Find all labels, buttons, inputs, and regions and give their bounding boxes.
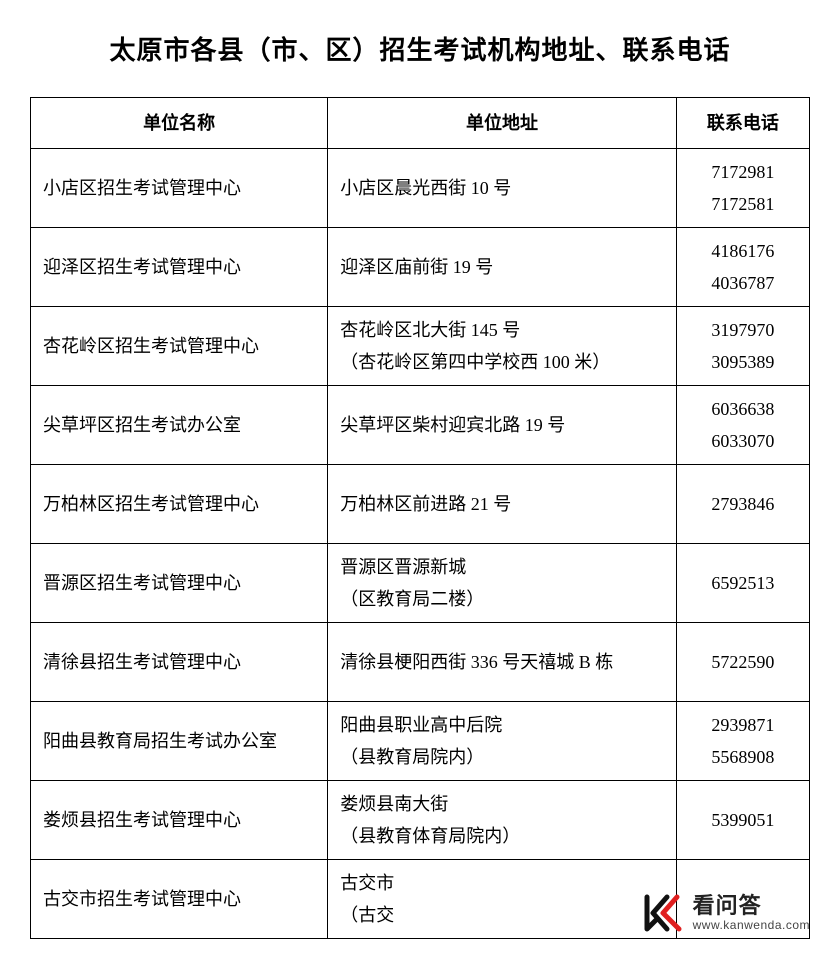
address-line: 阳曲县职业高中后院 [340, 709, 664, 741]
cell-org-phone: 6592513 [676, 544, 809, 623]
table-row: 阳曲县教育局招生考试办公室阳曲县职业高中后院（县教育局院内）2939871556… [31, 702, 810, 781]
cell-org-address: 万柏林区前进路 21 号 [328, 465, 677, 544]
cell-org-phone: 2793846 [676, 465, 809, 544]
cell-org-phone: 41861764036787 [676, 228, 809, 307]
cell-org-address: 晋源区晋源新城（区教育局二楼） [328, 544, 677, 623]
phone-line: 3197970 [689, 314, 797, 346]
phone-line: 6033070 [689, 425, 797, 457]
address-line: 古交市 [340, 867, 664, 899]
col-header-phone: 联系电话 [676, 98, 809, 149]
cell-org-address: 尖草坪区柴村迎宾北路 19 号 [328, 386, 677, 465]
phone-line: 7172581 [689, 188, 797, 220]
address-line: 娄烦县南大街 [340, 788, 664, 820]
cell-org-address: 阳曲县职业高中后院（县教育局院内） [328, 702, 677, 781]
table-row: 晋源区招生考试管理中心晋源区晋源新城（区教育局二楼） 6592513 [31, 544, 810, 623]
address-line: 晋源区晋源新城 [340, 551, 664, 583]
cell-org-address: 古交市（古交 [328, 860, 677, 939]
table-header-row: 单位名称 单位地址 联系电话 [31, 98, 810, 149]
phone-line: 4186176 [689, 235, 797, 267]
phone-line: 6036638 [689, 393, 797, 425]
address-line: 清徐县梗阳西街 336 号天禧城 B 栋 [340, 646, 664, 678]
address-line: （县教育体育局院内） [340, 820, 664, 852]
watermark: 看问答 www.kanwenda.com [641, 891, 810, 935]
cell-org-name: 小店区招生考试管理中心 [31, 149, 328, 228]
address-line: 尖草坪区柴村迎宾北路 19 号 [340, 409, 664, 441]
cell-org-name: 杏花岭区招生考试管理中心 [31, 307, 328, 386]
cell-org-address: 杏花岭区北大街 145 号（杏花岭区第四中学校西 100 米） [328, 307, 677, 386]
watermark-brand: 看问答 [693, 894, 810, 918]
phone-line: 2793846 [689, 488, 797, 520]
table-row: 清徐县招生考试管理中心清徐县梗阳西街 336 号天禧城 B 栋 5722590 [31, 623, 810, 702]
phone-line: 7172981 [689, 156, 797, 188]
cell-org-name: 阳曲县教育局招生考试办公室 [31, 702, 328, 781]
cell-org-phone: 31979703095389 [676, 307, 809, 386]
address-line: 杏花岭区北大街 145 号 [340, 314, 664, 346]
phone-line: 5722590 [689, 646, 797, 678]
table-row: 迎泽区招生考试管理中心迎泽区庙前街 19 号 41861764036787 [31, 228, 810, 307]
address-line: （县教育局院内） [340, 741, 664, 773]
cell-org-phone: 5399051 [676, 781, 809, 860]
phone-line: 3095389 [689, 346, 797, 378]
table-row: 万柏林区招生考试管理中心万柏林区前进路 21 号 2793846 [31, 465, 810, 544]
phone-line: 4036787 [689, 267, 797, 299]
col-header-address: 单位地址 [328, 98, 677, 149]
phone-line: 5399051 [689, 804, 797, 836]
cell-org-name: 娄烦县招生考试管理中心 [31, 781, 328, 860]
cell-org-name: 晋源区招生考试管理中心 [31, 544, 328, 623]
cell-org-phone: 71729817172581 [676, 149, 809, 228]
address-line: 万柏林区前进路 21 号 [340, 488, 664, 520]
cell-org-name: 万柏林区招生考试管理中心 [31, 465, 328, 544]
cell-org-address: 清徐县梗阳西街 336 号天禧城 B 栋 [328, 623, 677, 702]
table-row: 娄烦县招生考试管理中心娄烦县南大街（县教育体育局院内） 5399051 [31, 781, 810, 860]
phone-line: 5568908 [689, 741, 797, 773]
cell-org-name: 清徐县招生考试管理中心 [31, 623, 328, 702]
org-table: 单位名称 单位地址 联系电话 小店区招生考试管理中心小店区晨光西街 10 号 71… [30, 97, 810, 939]
cell-org-name: 古交市招生考试管理中心 [31, 860, 328, 939]
watermark-url: www.kanwenda.com [693, 919, 810, 932]
table-row: 杏花岭区招生考试管理中心杏花岭区北大街 145 号（杏花岭区第四中学校西 100… [31, 307, 810, 386]
cell-org-phone: 5722590 [676, 623, 809, 702]
cell-org-name: 迎泽区招生考试管理中心 [31, 228, 328, 307]
phone-line: 2939871 [689, 709, 797, 741]
address-line: 迎泽区庙前街 19 号 [340, 251, 664, 283]
table-row: 小店区招生考试管理中心小店区晨光西街 10 号 71729817172581 [31, 149, 810, 228]
cell-org-address: 迎泽区庙前街 19 号 [328, 228, 677, 307]
address-line: （区教育局二楼） [340, 583, 664, 615]
cell-org-name: 尖草坪区招生考试办公室 [31, 386, 328, 465]
address-line: （杏花岭区第四中学校西 100 米） [340, 346, 664, 378]
cell-org-address: 娄烦县南大街（县教育体育局院内） [328, 781, 677, 860]
cell-org-address: 小店区晨光西街 10 号 [328, 149, 677, 228]
address-line: 小店区晨光西街 10 号 [340, 172, 664, 204]
phone-line: 6592513 [689, 567, 797, 599]
cell-org-phone: 29398715568908 [676, 702, 809, 781]
address-line: （古交 [340, 899, 664, 931]
table-row: 尖草坪区招生考试办公室尖草坪区柴村迎宾北路 19 号 60366386033070 [31, 386, 810, 465]
page-title: 太原市各县（市、区）招生考试机构地址、联系电话 [30, 30, 810, 67]
col-header-name: 单位名称 [31, 98, 328, 149]
cell-org-phone: 60366386033070 [676, 386, 809, 465]
watermark-logo-icon [641, 891, 685, 935]
